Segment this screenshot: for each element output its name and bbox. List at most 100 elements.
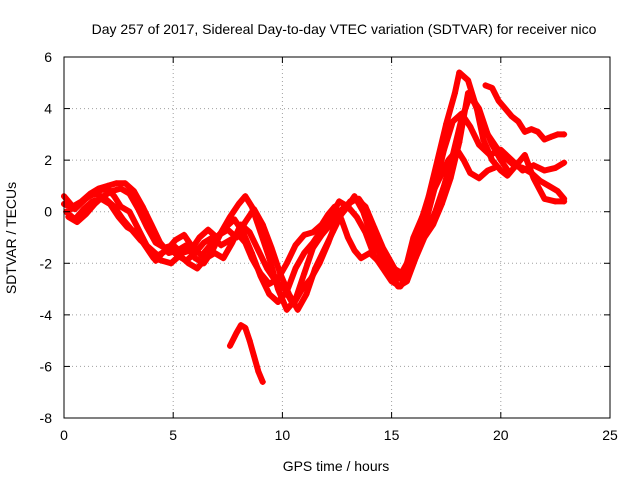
data-point — [185, 260, 192, 267]
data-point — [272, 278, 279, 285]
data-point — [541, 136, 548, 143]
data-point — [268, 244, 275, 251]
data-point — [358, 255, 365, 262]
data-point — [327, 213, 334, 220]
data-point — [408, 249, 415, 256]
data-point — [504, 172, 511, 179]
data-point — [561, 131, 568, 138]
x-tick-label: 25 — [602, 427, 618, 443]
data-point — [382, 257, 389, 264]
data-point — [371, 252, 378, 259]
data-point — [460, 157, 467, 164]
data-point — [150, 255, 157, 262]
data-point — [226, 213, 233, 220]
data-point — [312, 265, 319, 272]
data-point — [135, 206, 142, 213]
data-point — [355, 195, 362, 202]
data-point — [255, 247, 262, 254]
data-point — [80, 206, 87, 213]
data-point — [168, 260, 175, 267]
data-point — [235, 200, 242, 207]
data-point — [475, 175, 482, 182]
data-point — [251, 353, 258, 360]
data-point — [545, 182, 552, 189]
data-point — [224, 226, 231, 233]
data-point — [497, 167, 504, 174]
data-point — [246, 229, 253, 236]
data-point — [421, 234, 428, 241]
series-track-5 — [67, 69, 568, 313]
data-point — [456, 139, 463, 146]
data-point — [292, 242, 299, 249]
data-point — [554, 188, 561, 195]
plot-frame — [63, 56, 611, 419]
data-point — [521, 151, 528, 158]
data-point — [430, 221, 437, 228]
data-point — [172, 237, 179, 244]
data-point — [467, 123, 474, 130]
data-point — [255, 368, 262, 375]
data-point — [548, 133, 555, 140]
data-point — [475, 141, 482, 148]
data-point — [226, 342, 233, 349]
x-tick-label: 20 — [493, 427, 509, 443]
data-point — [111, 203, 118, 210]
data-point — [257, 273, 264, 280]
data-point — [320, 247, 327, 254]
data-point — [489, 157, 496, 164]
data-point — [189, 244, 196, 251]
data-point — [303, 291, 310, 298]
data-point — [117, 185, 124, 192]
data-point — [561, 198, 568, 205]
data-point — [133, 221, 140, 228]
data-point — [309, 239, 316, 246]
data-point — [364, 208, 371, 215]
data-point — [390, 265, 397, 272]
data-point — [443, 121, 450, 128]
data-point — [473, 105, 480, 112]
data-point — [85, 193, 92, 200]
data-point — [148, 221, 155, 228]
data-point — [497, 157, 504, 164]
data-point — [292, 265, 299, 272]
data-point — [373, 239, 380, 246]
axes: 0 5 10 15 20 25 -8 -6 -4 -2 0 2 4 6 — [40, 49, 618, 443]
x-tick-label: 10 — [275, 427, 291, 443]
data-point — [438, 200, 445, 207]
data-point — [275, 298, 282, 305]
data-point — [386, 270, 393, 277]
data-point — [301, 270, 308, 277]
data-point — [447, 175, 454, 182]
data-point — [465, 77, 472, 84]
data-point — [237, 322, 244, 329]
data-point — [220, 255, 227, 262]
data-point — [246, 337, 253, 344]
data-point — [294, 306, 301, 313]
data-point — [102, 195, 109, 202]
data-point — [399, 270, 406, 277]
data-point — [283, 260, 290, 267]
data-point — [489, 141, 496, 148]
data-point — [82, 211, 89, 218]
x-tick-label: 5 — [169, 427, 177, 443]
data-point — [207, 242, 214, 249]
data-point — [395, 283, 402, 290]
data-point — [146, 244, 153, 251]
data-point — [351, 247, 358, 254]
data-point — [489, 84, 496, 91]
data-point — [139, 203, 146, 210]
data-point — [318, 226, 325, 233]
data-point — [541, 167, 548, 174]
data-point — [216, 231, 223, 238]
data-point — [128, 226, 135, 233]
data-point — [233, 329, 240, 336]
data-point — [251, 206, 258, 213]
data-point — [67, 206, 74, 213]
y-tick-label: 2 — [44, 152, 52, 168]
data-point — [194, 265, 201, 272]
data-point — [403, 278, 410, 285]
data-point — [233, 234, 240, 241]
data-point — [176, 252, 183, 259]
data-point — [484, 167, 491, 174]
